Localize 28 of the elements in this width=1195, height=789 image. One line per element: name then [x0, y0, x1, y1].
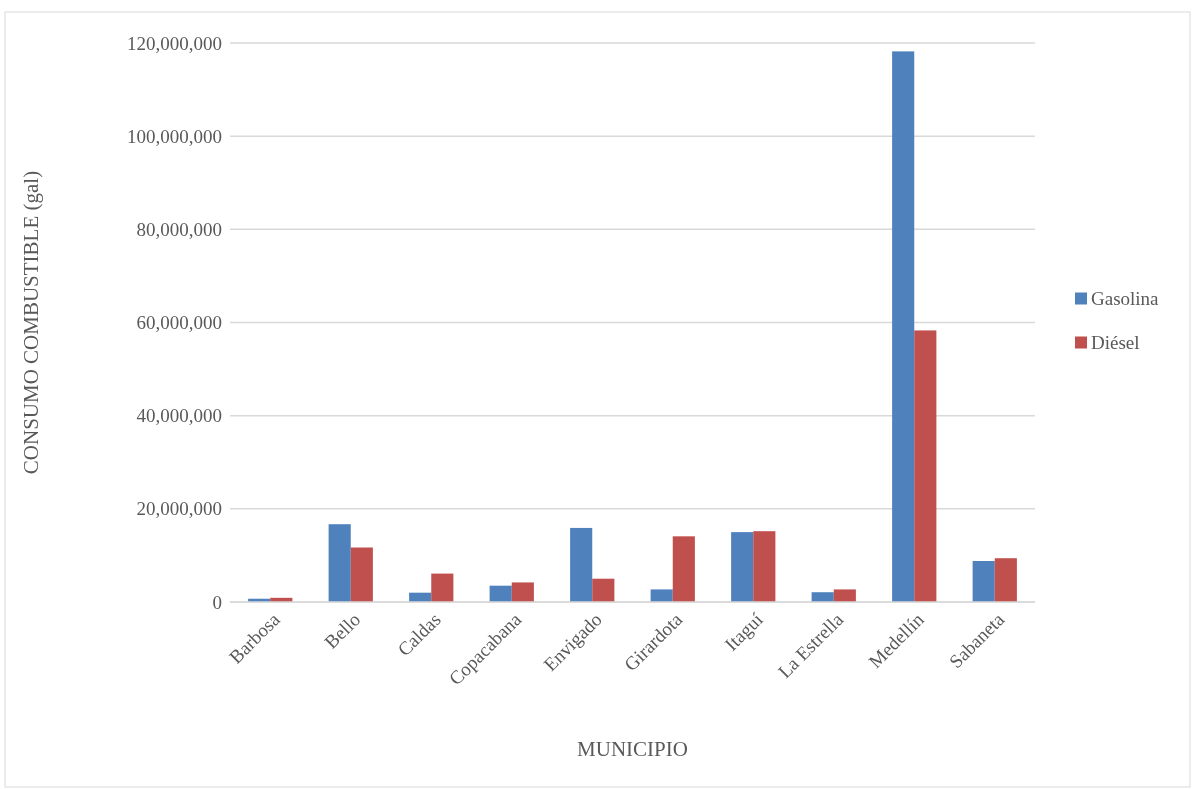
x-axis-title: MUNICIPIO — [577, 737, 688, 761]
bar — [511, 582, 534, 602]
bar — [431, 573, 454, 602]
y-tick-label: 20,000,000 — [136, 498, 222, 520]
bar — [753, 531, 776, 602]
bar — [994, 558, 1017, 602]
bar — [489, 585, 512, 602]
y-tick-label: 80,000,000 — [136, 218, 222, 240]
y-tick-label: 40,000,000 — [136, 405, 222, 427]
bar — [892, 51, 915, 602]
y-tick-label: 60,000,000 — [136, 312, 222, 334]
y-tick-label: 100,000,000 — [127, 125, 222, 147]
legend-label: Diésel — [1091, 332, 1140, 354]
bar — [972, 561, 995, 602]
bar — [731, 532, 754, 602]
bar — [811, 592, 834, 602]
bar — [350, 547, 373, 602]
bar — [650, 589, 673, 602]
bar — [833, 589, 856, 602]
bar — [672, 536, 695, 602]
y-tick-label: 120,000,000 — [127, 32, 222, 54]
bar — [570, 527, 593, 602]
y-axis-title: CONSUMO COMBUSTIBLE (gal) — [19, 170, 43, 475]
legend-label: Gasolina — [1091, 288, 1160, 310]
bar — [328, 524, 351, 602]
bar — [914, 330, 937, 602]
bar — [592, 578, 615, 602]
y-tick-label: 0 — [212, 591, 222, 613]
